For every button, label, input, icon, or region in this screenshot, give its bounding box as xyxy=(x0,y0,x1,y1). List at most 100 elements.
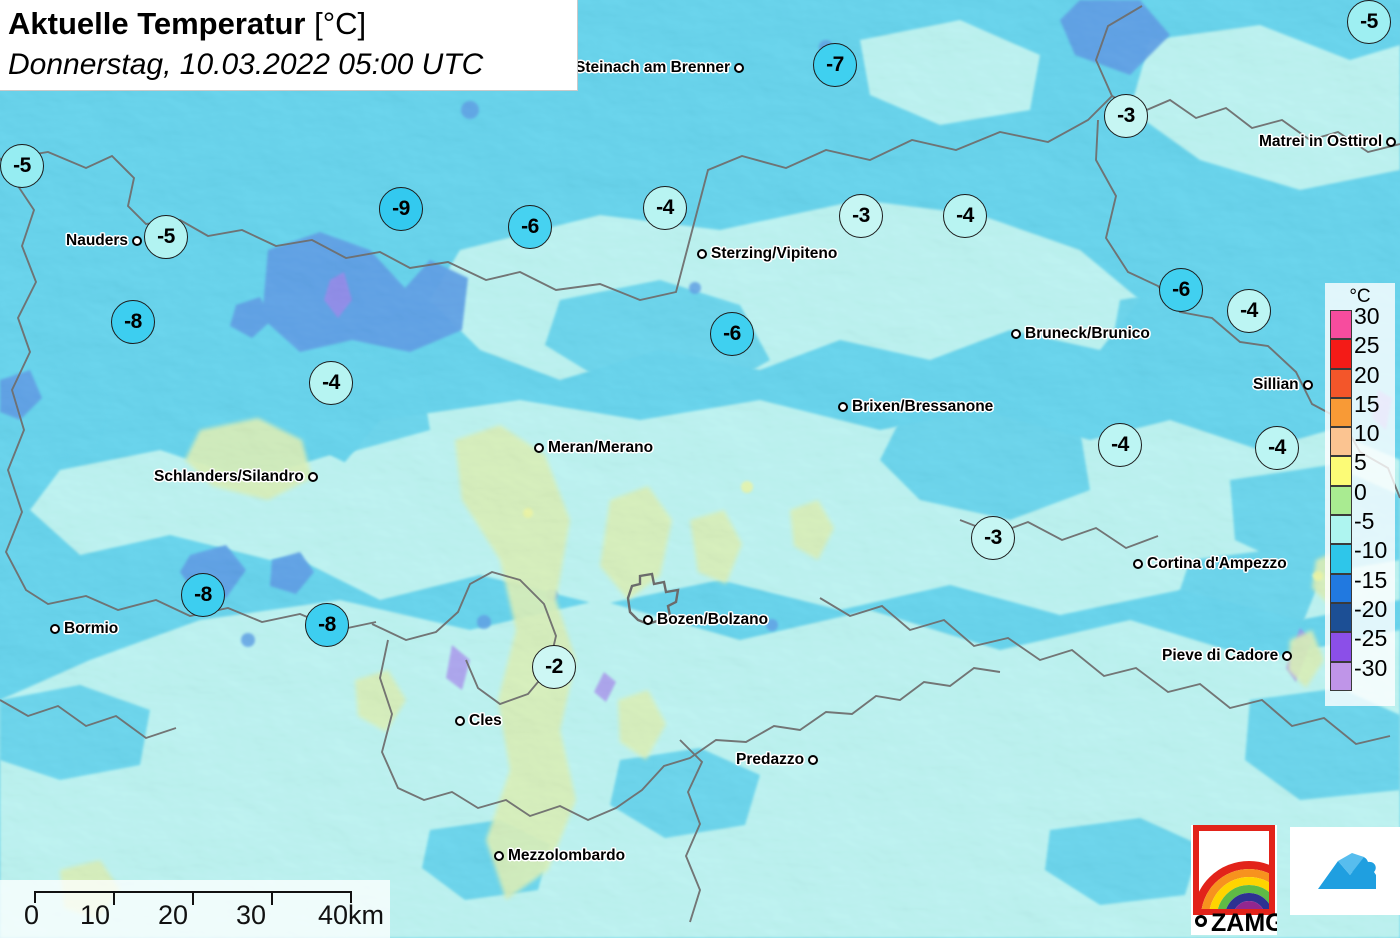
legend-color-scale: 30 25 20 15 10 5 0 -5 -10 -15 -20 -25 -30 xyxy=(1330,305,1392,691)
legend-value-label: 30 xyxy=(1354,303,1380,329)
map-title-plate: Aktuelle Temperatur [°C] Donnerstag, 10.… xyxy=(0,0,578,91)
city-name-text: Bruneck/Brunico xyxy=(1025,325,1150,342)
legend-value-label: 0 xyxy=(1354,478,1367,505)
temperature-marker[interactable]: -8 xyxy=(181,573,225,617)
city-name-text: Schlanders/Silandro xyxy=(154,468,304,485)
legend-color-swatch xyxy=(1330,427,1352,457)
temperature-marker[interactable]: -4 xyxy=(643,186,687,230)
temperature-marker[interactable]: -5 xyxy=(0,144,44,188)
city-name-text: Sillian xyxy=(1253,376,1299,393)
city-name-text: Bozen/Bolzano xyxy=(657,611,769,628)
temperature-marker[interactable]: -3 xyxy=(839,194,883,238)
legend-value-label: -5 xyxy=(1354,508,1375,535)
scale-tick-label: 10 xyxy=(80,900,111,930)
city-label: Sillian xyxy=(1253,376,1313,394)
legend-entry: 5 xyxy=(1330,451,1392,486)
legend-entry: 15 xyxy=(1330,392,1392,428)
city-label: Bruneck/Brunico xyxy=(1011,325,1150,343)
city-label: Cortina d'Ampezzo xyxy=(1133,555,1287,573)
temperature-marker[interactable]: -7 xyxy=(813,43,857,87)
legend-value-label: 5 xyxy=(1354,449,1367,476)
temperature-marker[interactable]: -2 xyxy=(532,645,576,689)
scale-tick-label: 40km xyxy=(318,900,385,930)
city-label: Matrei in Osttirol xyxy=(1259,133,1397,151)
scale-tick-label: 0 xyxy=(24,900,40,930)
legend-value-label: 15 xyxy=(1354,390,1380,417)
city-point-icon xyxy=(1386,137,1397,147)
legend-value-label: -25 xyxy=(1354,625,1388,652)
temperature-marker[interactable]: -4 xyxy=(309,361,353,405)
city-label: Steinach am Brenner xyxy=(575,59,745,77)
city-name-text: Sterzing/Vipiteno xyxy=(711,245,838,262)
temperature-marker[interactable]: -8 xyxy=(305,603,349,647)
city-label: Meran/Merano xyxy=(534,439,653,457)
scale-tick xyxy=(113,893,115,905)
city-name-text: Matrei in Osttirol xyxy=(1259,133,1383,150)
temperature-marker[interactable]: -6 xyxy=(1159,268,1203,312)
temperature-marker[interactable]: -6 xyxy=(710,312,754,356)
city-name-text: Cortina d'Ampezzo xyxy=(1147,555,1287,572)
title-timestamp: Donnerstag, 10.03.2022 05:00 UTC xyxy=(8,48,484,81)
legend-color-swatch xyxy=(1330,632,1352,662)
scale-tick xyxy=(271,893,273,905)
city-point-icon xyxy=(494,851,504,861)
city-name-text: Brixen/Bressanone xyxy=(852,398,994,415)
temperature-marker[interactable]: -6 xyxy=(508,205,552,249)
city-label: Bozen/Bolzano xyxy=(643,611,768,629)
city-point-icon xyxy=(697,249,707,259)
temperature-marker[interactable]: -4 xyxy=(1255,426,1299,470)
legend-color-swatch xyxy=(1330,339,1352,369)
legend-entry: -10 xyxy=(1330,539,1392,574)
city-label: Pieve di Cadore xyxy=(1162,647,1293,665)
legend-color-swatch xyxy=(1330,456,1352,486)
temperature-marker[interactable]: -5 xyxy=(1347,0,1391,44)
city-point-icon xyxy=(455,716,465,726)
city-name-text: Cles xyxy=(469,712,502,729)
legend-entry: -25 xyxy=(1330,627,1392,662)
city-point-icon xyxy=(1302,380,1313,390)
legend-value-label: -10 xyxy=(1354,537,1388,564)
city-name-text: Predazzo xyxy=(736,751,805,768)
temperature-marker[interactable]: -5 xyxy=(144,215,188,259)
city-name-text: Mezzolombardo xyxy=(508,847,626,864)
legend-entry: 20 xyxy=(1330,363,1392,398)
city-point-icon xyxy=(838,402,848,412)
temperature-marker[interactable]: -4 xyxy=(943,194,987,238)
legend-value-label: -20 xyxy=(1354,595,1388,622)
scale-ruler xyxy=(34,891,352,905)
legend-entry: 25 xyxy=(1330,334,1392,369)
title-main-text: Aktuelle Temperatur xyxy=(8,6,306,41)
city-label: Brixen/Bressanone xyxy=(838,398,993,416)
partner-logo[interactable] xyxy=(1290,827,1400,915)
temperature-marker[interactable]: -4 xyxy=(1098,423,1142,467)
page-title: Aktuelle Temperatur [°C] xyxy=(8,4,577,44)
svg-text:ZAMG: ZAMG xyxy=(1211,909,1277,935)
city-label: Predazzo xyxy=(736,751,819,769)
legend-color-swatch xyxy=(1330,661,1352,691)
legend-color-swatch xyxy=(1330,573,1352,603)
city-point-icon xyxy=(307,472,318,482)
temperature-marker[interactable]: -3 xyxy=(1104,94,1148,138)
title-unit-text: [°C] xyxy=(314,6,367,41)
city-label: Nauders xyxy=(66,232,143,250)
city-name-text: Bormio xyxy=(64,620,119,637)
temperature-marker[interactable]: -8 xyxy=(111,300,155,344)
temperature-marker[interactable]: -3 xyxy=(971,516,1015,560)
temperature-marker[interactable]: -9 xyxy=(379,187,423,231)
legend-value-label: 20 xyxy=(1354,361,1380,388)
city-point-icon xyxy=(734,63,745,73)
city-point-icon xyxy=(1282,651,1293,661)
city-point-icon xyxy=(534,443,544,453)
temperature-marker[interactable]: -4 xyxy=(1227,289,1271,333)
zamg-logo[interactable]: ZAMG xyxy=(1191,825,1277,935)
legend-value-label: 10 xyxy=(1354,420,1380,447)
city-label: Sterzing/Vipiteno xyxy=(697,245,837,263)
scale-tick-label: 30 xyxy=(236,900,267,930)
legend-value-label: 25 xyxy=(1354,332,1380,359)
city-label: Bormio xyxy=(50,620,118,638)
legend-entry: -5 xyxy=(1330,510,1392,545)
legend-color-swatch xyxy=(1330,485,1352,516)
temperature-legend: °C 30 25 20 15 10 5 0 -5 -10 -15 -20 -25 -30 xyxy=(1325,283,1395,706)
legend-entry: -15 xyxy=(1330,568,1392,603)
